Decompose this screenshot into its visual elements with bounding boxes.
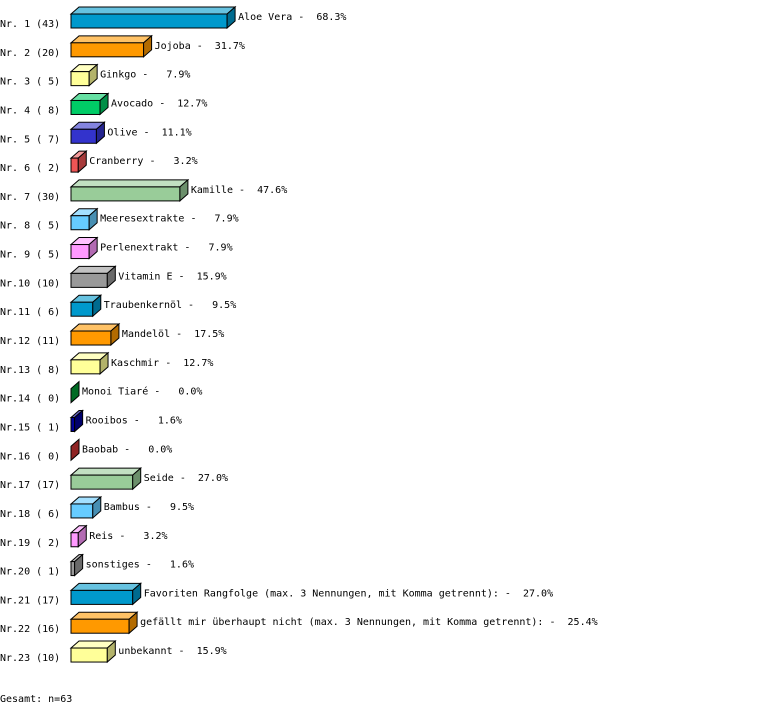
bar	[70, 42, 145, 58]
footer-total: Gesamt: n=63	[0, 694, 72, 705]
row-label: Nr.20 ( 1)	[0, 567, 60, 578]
row-label: Nr.13 ( 8)	[0, 365, 60, 376]
bar-side	[106, 265, 116, 289]
row-label: Nr.19 ( 2)	[0, 538, 60, 549]
bar-side	[106, 639, 116, 664]
value-label: sonstiges - 1.6%	[86, 560, 194, 571]
bar	[70, 647, 108, 663]
value-label: Bambus - 9.5%	[104, 502, 194, 513]
value-label: Meeresextrakte - 7.9%	[100, 214, 238, 225]
bar-side	[88, 207, 98, 231]
value-label: Favoriten Rangfolge (max. 3 Nennungen, m…	[144, 588, 553, 599]
value-label: Ginkgo - 7.9%	[100, 70, 190, 81]
bar	[70, 244, 90, 260]
row-label: Nr.11 ( 6)	[0, 307, 60, 318]
row-label: Nr. 9 ( 5)	[0, 250, 60, 261]
row-label: Nr.22 (16)	[0, 624, 60, 635]
value-label: gefällt mir überhaupt nicht (max. 3 Nenn…	[140, 617, 598, 628]
row-label: Nr.10 (10)	[0, 278, 60, 289]
bar	[70, 71, 90, 87]
bar	[70, 99, 101, 115]
bar-top	[69, 179, 190, 188]
bar	[70, 474, 134, 490]
row-label: Nr. 3 ( 5)	[0, 77, 60, 88]
bar-side	[99, 351, 109, 375]
value-label: Kaschmir - 12.7%	[111, 358, 213, 369]
row-label: Nr. 6 ( 2)	[0, 163, 60, 174]
value-label: Jojoba - 31.7%	[155, 41, 245, 52]
bar	[70, 532, 79, 548]
row-label: Nr. 2 (20)	[0, 48, 60, 59]
row-label: Nr.12 (11)	[0, 336, 60, 347]
row-label: Nr.21 (17)	[0, 595, 60, 606]
bar-side	[92, 294, 102, 318]
bar-side	[179, 178, 189, 203]
bar-side	[77, 149, 87, 174]
value-label: Baobab - 0.0%	[82, 444, 172, 455]
bar-top	[69, 6, 237, 15]
value-label: Traubenkernöl - 9.5%	[104, 300, 236, 311]
bar	[70, 272, 108, 288]
bar	[70, 186, 181, 202]
bar-side	[74, 409, 84, 433]
value-label: Mandelöl - 17.5%	[122, 329, 224, 340]
bar-side	[88, 63, 98, 87]
bar-side	[99, 92, 109, 116]
bar	[70, 215, 90, 231]
bar-top	[69, 611, 139, 620]
row-label: Nr. 7 (30)	[0, 192, 60, 203]
bar	[70, 416, 76, 432]
value-label: Monoi Tiaré - 0.0%	[82, 386, 202, 398]
value-label: Seide - 27.0%	[144, 473, 228, 484]
bar	[70, 589, 134, 605]
row-label: Nr. 5 ( 7)	[0, 134, 60, 145]
bar	[70, 330, 112, 346]
bar	[70, 561, 76, 577]
bar-side	[74, 553, 84, 577]
value-label: Avocado - 12.7%	[111, 98, 207, 109]
bar	[70, 301, 94, 317]
bar-side	[128, 611, 138, 635]
value-label: Perlenextrakt - 7.9%	[100, 243, 232, 254]
row-label: Nr.23 (10)	[0, 653, 60, 664]
row-label: Nr.18 ( 6)	[0, 509, 60, 520]
row-label: Nr.16 ( 0)	[0, 451, 60, 462]
bar	[70, 157, 79, 173]
row-label: Nr. 8 ( 5)	[0, 221, 60, 232]
bar-side	[88, 236, 98, 260]
bar-side	[132, 467, 142, 491]
row-label: Nr. 1 (43)	[0, 19, 60, 30]
bar-side	[70, 438, 80, 462]
value-label: Aloe Vera - 68.3%	[238, 12, 346, 23]
bar-side	[92, 495, 102, 520]
bar	[70, 618, 130, 634]
bar-side	[226, 5, 236, 30]
bar-top	[69, 467, 143, 476]
bar-top	[69, 582, 143, 591]
bar-side	[70, 380, 80, 404]
row-label: Nr.14 ( 0)	[0, 394, 60, 405]
value-label: Cranberry - 3.2%	[89, 156, 197, 167]
bar-side	[110, 322, 120, 347]
row-label: Nr. 4 ( 8)	[0, 105, 60, 116]
row-label: Nr.15 ( 1)	[0, 422, 60, 433]
value-label: Olive - 11.1%	[107, 127, 191, 138]
row-label: Nr.17 (17)	[0, 480, 60, 491]
bar	[70, 13, 228, 29]
bar-side	[95, 121, 105, 145]
value-label: Rooibos - 1.6%	[86, 415, 182, 426]
bar-side	[143, 34, 153, 58]
bar-side	[132, 582, 142, 606]
bar	[70, 359, 101, 375]
bar	[70, 128, 97, 144]
bar	[70, 503, 94, 519]
value-label: Kamille - 47.6%	[191, 185, 287, 196]
value-label: unbekannt - 15.9%	[118, 646, 226, 657]
bar-top	[69, 35, 153, 44]
value-label: Vitamin E - 15.9%	[118, 271, 226, 282]
value-label: Reis - 3.2%	[89, 531, 167, 542]
bar-side	[77, 524, 87, 548]
